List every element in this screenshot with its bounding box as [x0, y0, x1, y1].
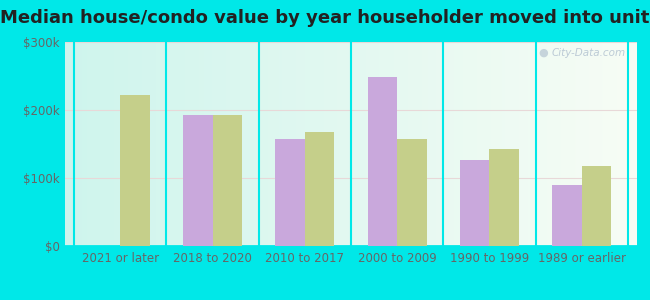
Bar	[276, 139, 305, 246]
Bar	[397, 139, 426, 246]
Bar	[368, 77, 397, 246]
Bar	[213, 116, 242, 246]
Text: Median house/condo value by year householder moved into unit: Median house/condo value by year househo…	[0, 9, 650, 27]
Bar	[460, 160, 489, 246]
Bar	[489, 149, 519, 246]
Text: City-Data.com: City-Data.com	[551, 48, 625, 58]
Bar	[582, 166, 611, 246]
Bar	[183, 116, 213, 246]
Bar	[120, 95, 150, 246]
Text: ●: ●	[539, 48, 549, 58]
Bar	[552, 185, 582, 246]
Bar	[305, 132, 334, 246]
